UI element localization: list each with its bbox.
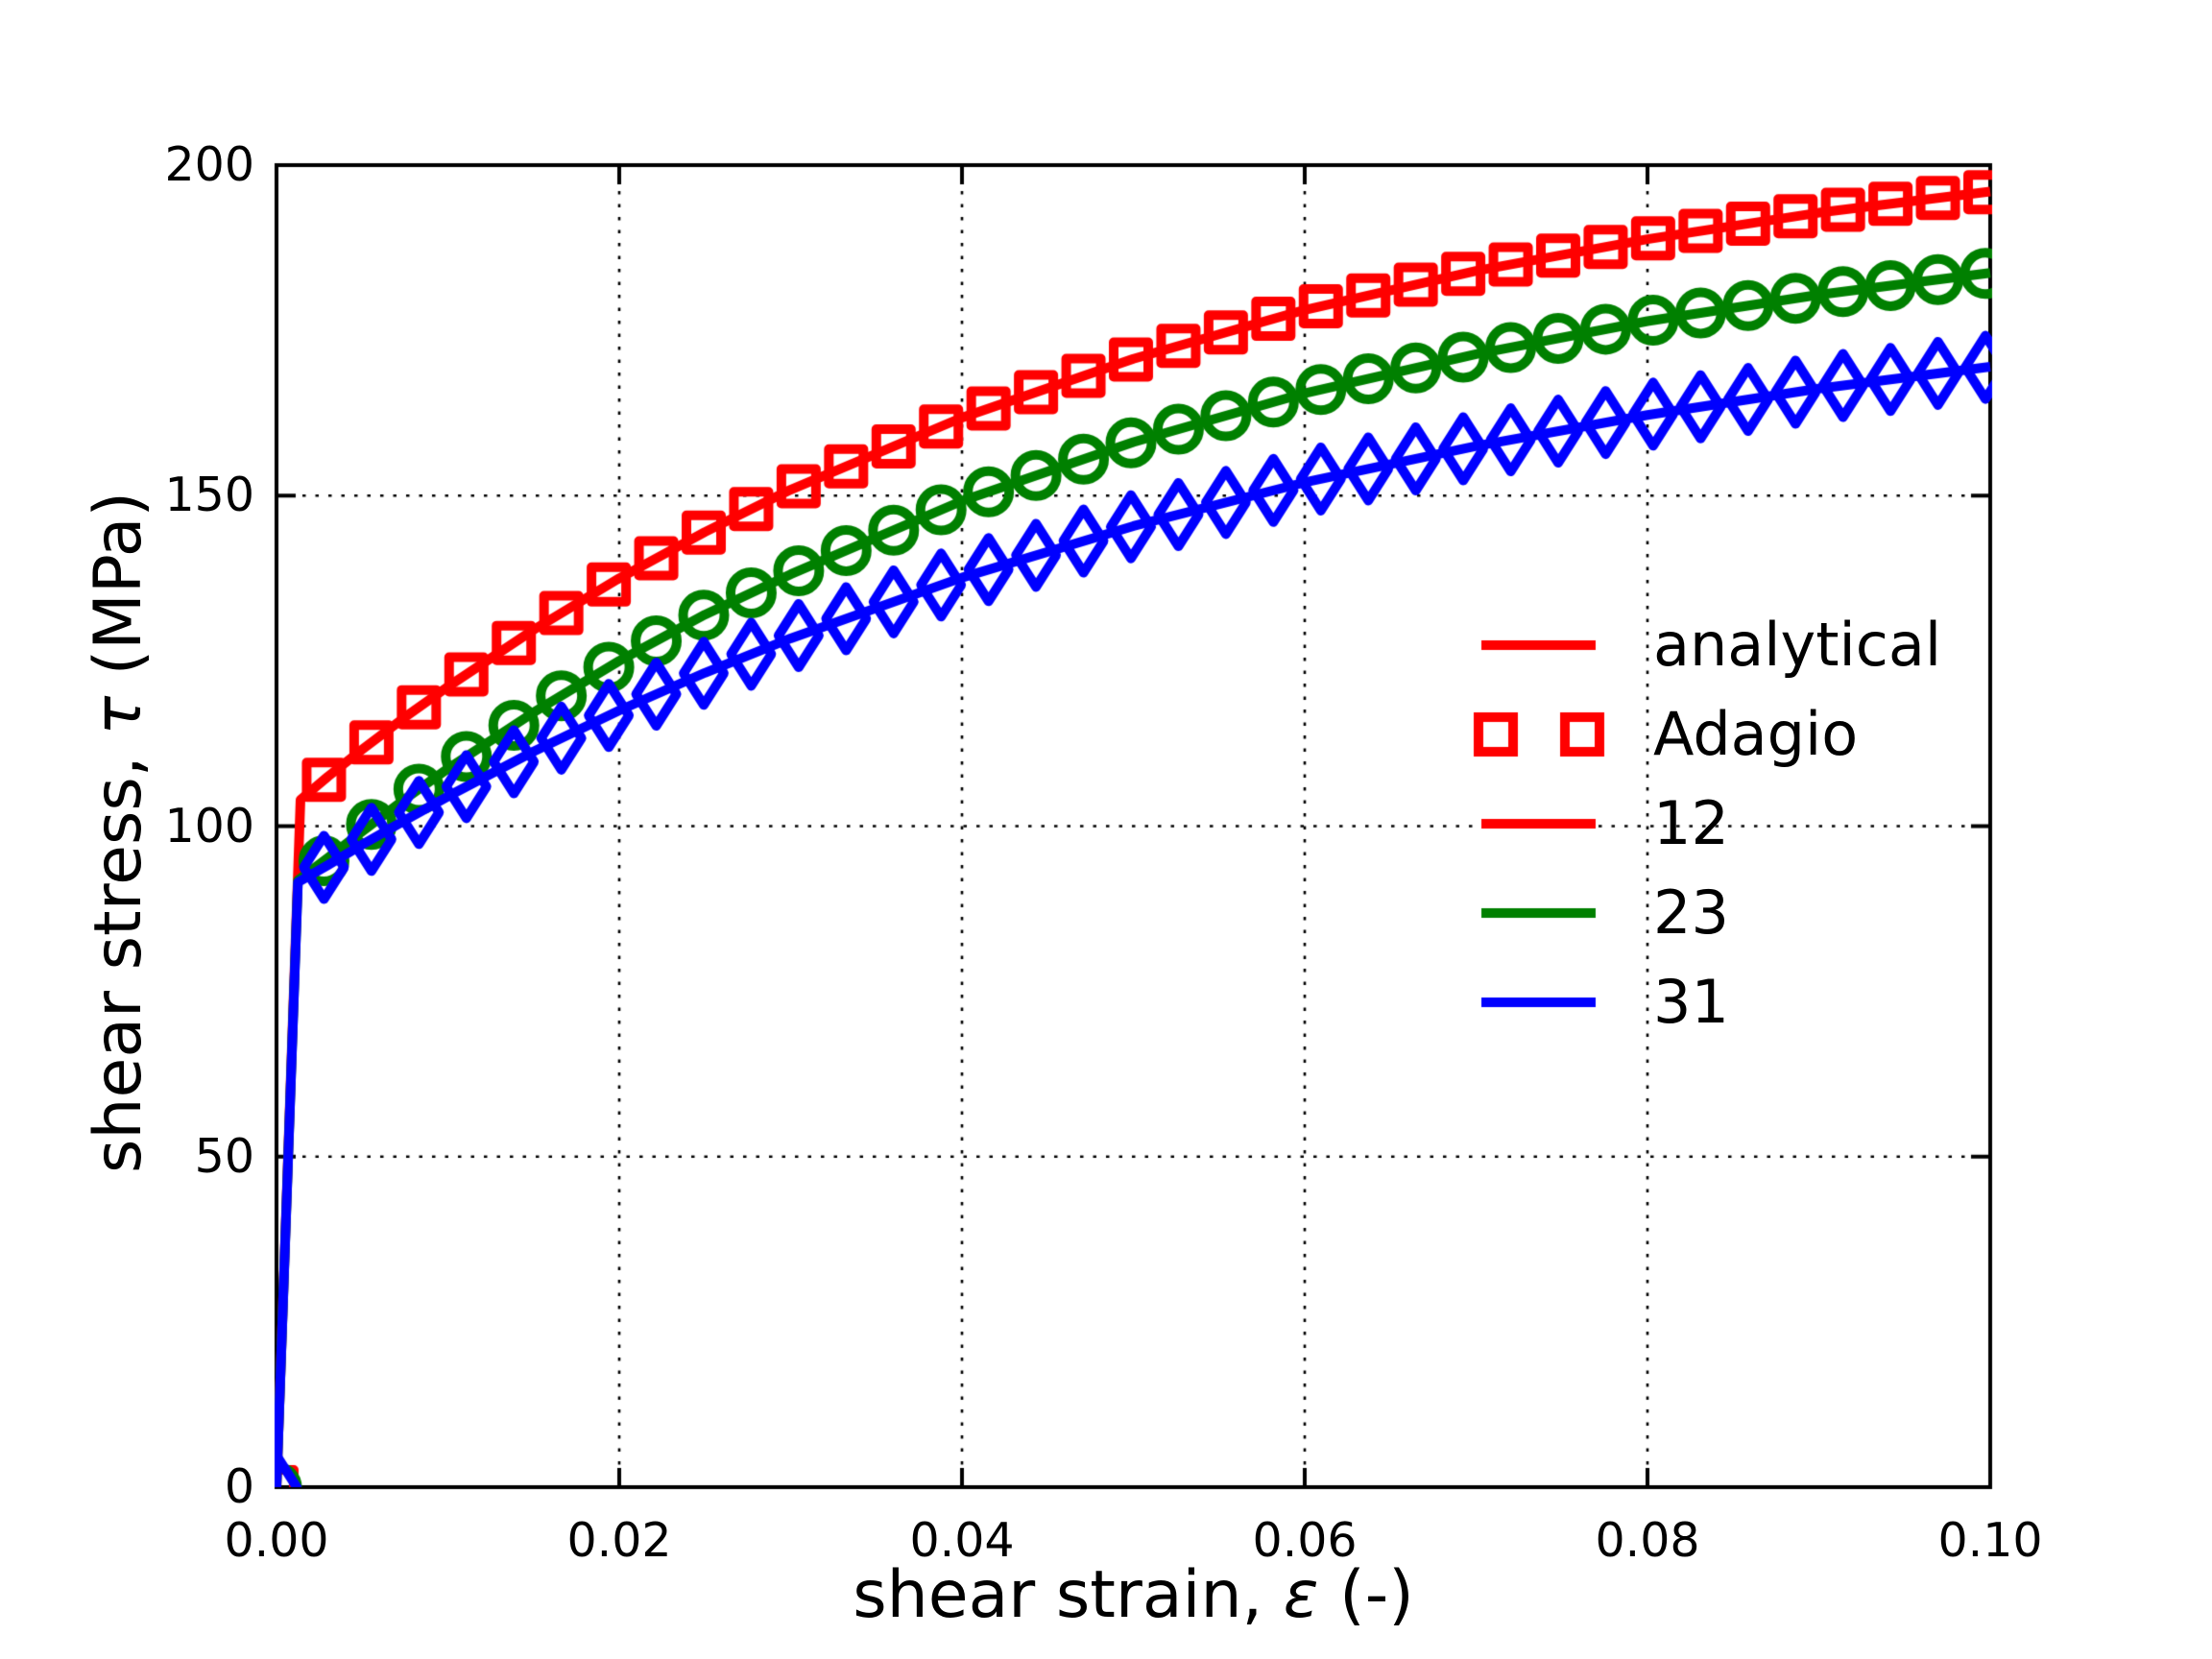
y-axis-label-unit: (MPa) <box>81 492 156 696</box>
x-tick-label-004: 0.04 <box>909 1513 1015 1568</box>
epsilon-symbol: ε <box>1283 1557 1319 1633</box>
y-tick-label-150: 150 <box>164 468 254 522</box>
y-tick-label-200: 200 <box>164 137 254 192</box>
x-tick-label-002: 0.02 <box>566 1513 672 1568</box>
y-axis-label: shear stress, τ (MPa) <box>79 492 159 1173</box>
x-tick-label-010: 0.10 <box>1937 1513 2043 1568</box>
legend-label-adagio: Adagio <box>1653 699 1859 769</box>
x-axis-label-unit: (-) <box>1318 1557 1414 1633</box>
x-tick-label-006: 0.06 <box>1252 1513 1358 1568</box>
x-tick-label-008: 0.08 <box>1595 1513 1700 1568</box>
tau-symbol: τ <box>81 695 156 735</box>
y-tick-label-100: 100 <box>164 799 254 854</box>
legend-label-31: 31 <box>1653 967 1729 1037</box>
legend-label-analytical: analytical <box>1653 610 1942 680</box>
y-tick-label-0: 0 <box>224 1459 254 1514</box>
y-axis-label-text: shear stress, <box>81 734 156 1173</box>
legend-label-23: 23 <box>1653 878 1729 948</box>
x-axis-label-text: shear strain, <box>853 1557 1284 1633</box>
legend-label-12: 12 <box>1653 788 1729 858</box>
y-tick-label-50: 50 <box>194 1129 254 1184</box>
x-axis-label: shear strain, ε (-) <box>276 1555 1990 1636</box>
x-tick-label-000: 0.00 <box>224 1513 329 1568</box>
